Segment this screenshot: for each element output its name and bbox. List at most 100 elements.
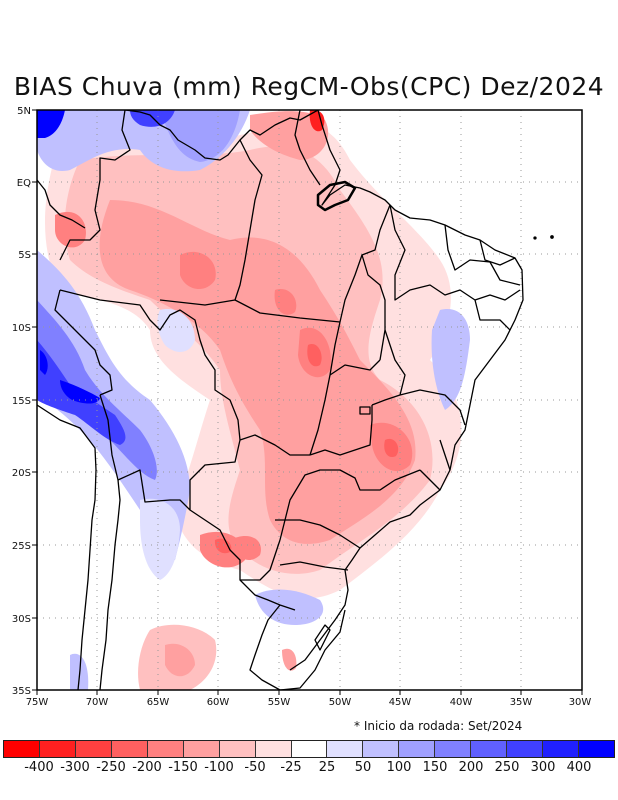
field-blue-north-mid <box>160 110 240 162</box>
island-dot <box>533 236 537 240</box>
colorbar-label: -250 <box>96 760 126 775</box>
y-tick-label: 30S <box>12 614 31 625</box>
island-dot <box>550 235 554 239</box>
brazil-west-border <box>124 110 319 161</box>
colorbar-swatch <box>363 741 400 757</box>
field-blue-north-dark <box>130 110 175 127</box>
colorbar <box>3 740 615 758</box>
state-border <box>329 359 381 376</box>
state-border <box>294 110 321 186</box>
field-blue-southeast-ne <box>431 309 470 410</box>
argentina-brazil-border <box>239 579 296 611</box>
field-blue-west-2 <box>37 300 157 480</box>
state-border <box>389 204 521 301</box>
field-blue-corner <box>37 110 65 138</box>
peru-border <box>37 179 86 229</box>
y-tick-label: 10S <box>12 323 31 334</box>
colorbar-label: -400 <box>24 760 54 775</box>
run-start-note: * Inicio da rodada: Set/2024 <box>354 719 523 733</box>
colorbar-label: -200 <box>132 760 162 775</box>
lagoa-dos-patos <box>314 624 331 651</box>
map-title: BIAS Chuva (mm) RegCM-Obs(CPC) Dez/2024 <box>13 72 605 101</box>
colorbar-label: -25 <box>280 760 302 775</box>
y-tick-label: 15S <box>12 396 31 407</box>
tick-marks <box>32 109 583 695</box>
colorbar-label: -100 <box>204 760 234 775</box>
x-tick-label: 70W <box>86 697 109 708</box>
field-red-south-2 <box>165 643 195 677</box>
paraguay-border <box>189 439 281 581</box>
uruguay-border <box>249 604 346 690</box>
y-tick-label: 25S <box>12 541 31 552</box>
state-border <box>279 561 349 571</box>
x-tick-label: 60W <box>207 697 230 708</box>
colorbar-swatch <box>471 741 508 757</box>
political-borders <box>37 110 554 690</box>
state-border <box>399 389 466 426</box>
colorbar-swatch <box>399 741 436 757</box>
colorbar-label: 300 <box>530 760 556 775</box>
state-border <box>479 239 516 266</box>
x-tick-label: 35W <box>510 697 533 708</box>
colorbar-swatch <box>147 741 184 757</box>
colorbar-swatch <box>543 741 579 757</box>
colorbar-label: 100 <box>386 760 412 775</box>
colorbar-swatch <box>75 741 112 757</box>
bolivia-argentina-border <box>117 469 191 511</box>
bias-field <box>37 110 470 690</box>
field-blue-south <box>255 589 324 625</box>
field-red-north-dark <box>309 110 325 132</box>
colorbar-swatch <box>507 741 544 757</box>
chile-argentina-border <box>99 394 121 690</box>
field-blue-andes-south <box>70 653 89 690</box>
colorbar-swatch <box>219 741 256 757</box>
x-tick-label: 65W <box>147 697 170 708</box>
colorbar-label: 250 <box>494 760 520 775</box>
state-border <box>309 405 373 456</box>
y-axis-labels: 5N EQ 5S 10S 15S 20S 25S 30S 35S <box>12 106 31 697</box>
brazil-coastline <box>289 110 524 671</box>
marajo-island <box>316 180 357 212</box>
x-tick-label: 40W <box>450 697 473 708</box>
y-tick-label: 20S <box>12 468 31 479</box>
state-border <box>234 299 341 323</box>
colorbar-label: 50 <box>354 760 372 775</box>
colorbar-swatch <box>255 741 292 757</box>
state-border <box>279 469 421 541</box>
peru-bolivia-border <box>54 289 113 396</box>
colorbar-swatch <box>111 741 148 757</box>
state-border <box>439 439 451 471</box>
field-red-north <box>250 111 329 160</box>
field-blue-west-4 <box>40 350 100 404</box>
field-blue-chaco <box>140 498 180 580</box>
gridlines <box>37 110 582 690</box>
state-border <box>309 321 341 456</box>
x-tick-label: 45W <box>389 697 412 708</box>
colorbar-swatch <box>327 741 364 757</box>
colorbar-label: -300 <box>60 760 90 775</box>
state-border <box>444 224 521 286</box>
x-tick-label: 55W <box>268 697 291 708</box>
colorbar-swatch <box>579 741 614 757</box>
colorbar-label: -50 <box>244 760 266 775</box>
field-red-uruguay <box>282 648 297 671</box>
colorbar-swatch <box>291 741 328 757</box>
colorbar-swatch <box>435 741 472 757</box>
y-tick-label: 5N <box>17 106 31 117</box>
brazil-west-border-2 <box>59 110 131 261</box>
colorbar-labels: -400 -300 -250 -200 -150 -100 -50 -25 25 50 100 150… <box>0 760 618 780</box>
colorbar-label: 25 <box>318 760 336 775</box>
state-border <box>371 329 406 406</box>
state-border <box>239 434 310 456</box>
colorbar-swatch <box>4 741 40 757</box>
x-tick-label: 50W <box>329 697 352 708</box>
colorbar-label: -150 <box>168 760 198 775</box>
state-border <box>419 469 441 491</box>
x-tick-label: 30W <box>569 697 592 708</box>
colorbar-swatch <box>39 741 76 757</box>
state-border <box>361 254 386 361</box>
colorbar-swatch <box>183 741 220 757</box>
y-tick-label: EQ <box>17 178 31 189</box>
colorbar-label: 150 <box>422 760 448 775</box>
